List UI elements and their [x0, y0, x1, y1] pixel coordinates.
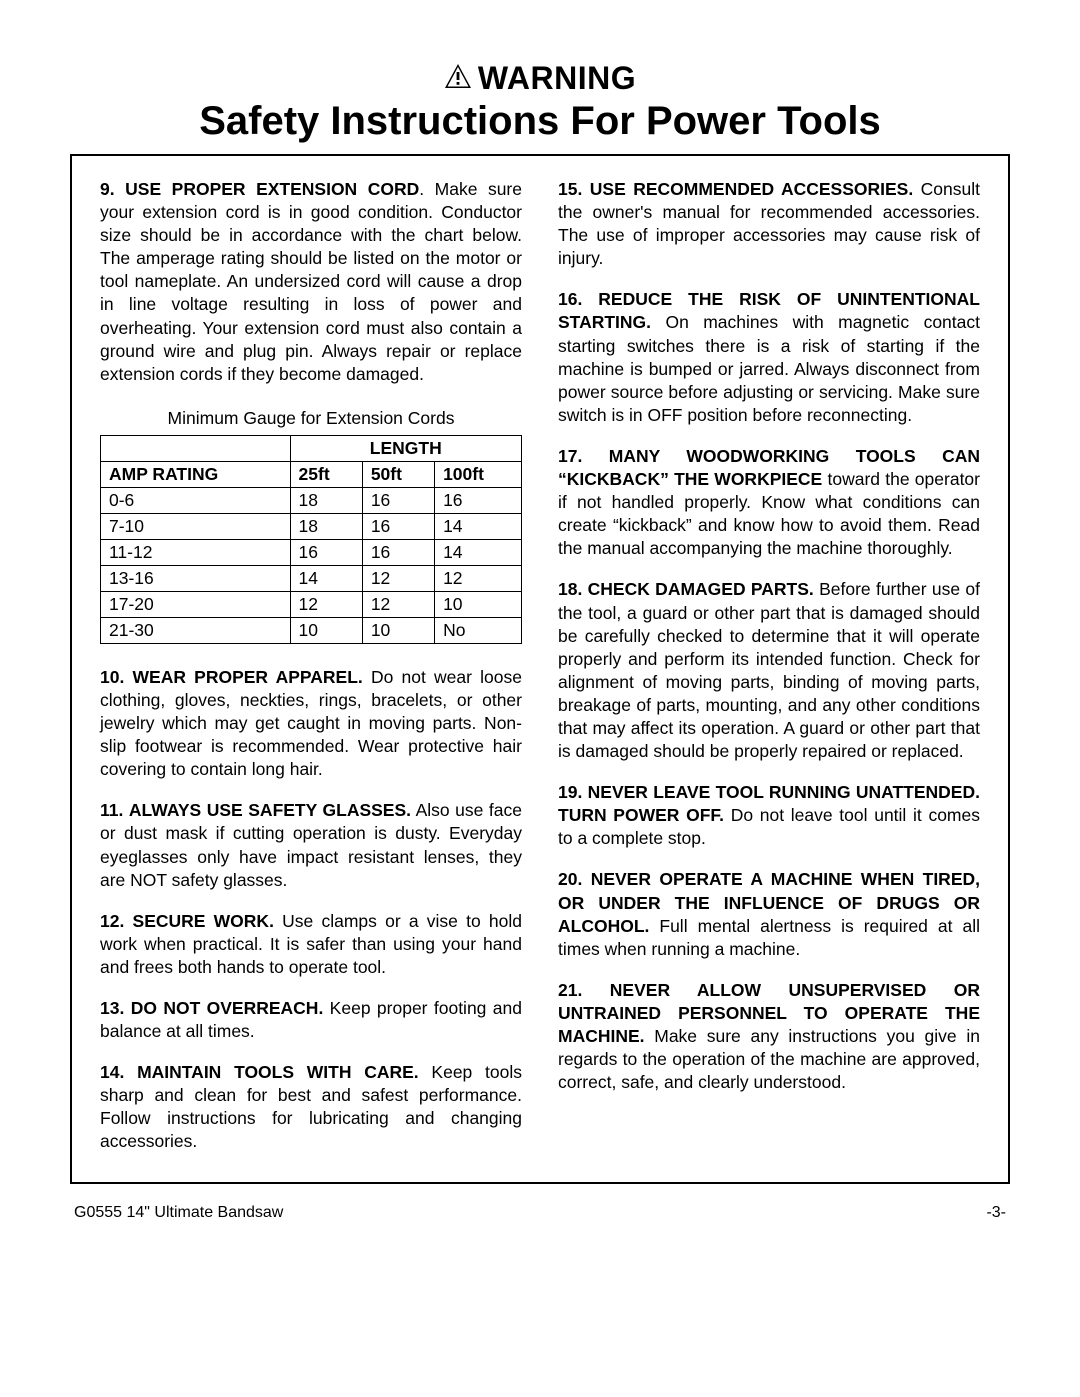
warning-icon	[444, 63, 472, 94]
table-header-length: LENGTH	[290, 435, 521, 461]
item-number: 15.	[558, 179, 582, 199]
item-heading: ALWAYS USE SAFETY GLASSES.	[129, 800, 411, 820]
item-heading: WEAR PROPER APPAREL.	[133, 667, 363, 687]
table-cell: 12	[362, 565, 434, 591]
instruction-item: 18. CHECK DAMAGED PARTS. Before further …	[558, 578, 980, 763]
table-row: 17-20121210	[101, 591, 522, 617]
table-cell: 16	[362, 539, 434, 565]
table-cell: 16	[435, 487, 522, 513]
item-number: 14.	[100, 1062, 124, 1082]
item-number: 20.	[558, 869, 582, 889]
table-header-col: 25ft	[290, 461, 362, 487]
right-column: 15. USE RECOMMENDED ACCESSORIES. Consult…	[558, 178, 980, 1154]
instruction-item: 15. USE RECOMMENDED ACCESSORIES. Consult…	[558, 178, 980, 270]
page-footer: G0555 14" Ultimate Bandsaw -3-	[70, 1204, 1010, 1222]
instruction-item: 21. NEVER ALLOW UNSUPERVISED OR UNTRAINE…	[558, 979, 980, 1094]
item-heading: DO NOT OVERREACH.	[131, 998, 324, 1018]
item-number: 12.	[100, 911, 124, 931]
table-cell: 13-16	[101, 565, 291, 591]
extension-cord-table: LENGTH AMP RATING 25ft 50ft 100ft 0-6181…	[100, 435, 522, 644]
page-title: Safety Instructions For Power Tools	[70, 99, 1010, 144]
table-cell: 12	[362, 591, 434, 617]
table-cell: 11-12	[101, 539, 291, 565]
table-header-col: 50ft	[362, 461, 434, 487]
instruction-item: 9. USE PROPER EXTENSION CORD. Make sure …	[100, 178, 522, 386]
table-cell: 7-10	[101, 513, 291, 539]
content-box: 9. USE PROPER EXTENSION CORD. Make sure …	[70, 154, 1010, 1184]
table-cell: 10	[435, 591, 522, 617]
table-cell: 16	[290, 539, 362, 565]
table-row: 11-12161614	[101, 539, 522, 565]
table-row: 7-10181614	[101, 513, 522, 539]
instruction-item: 13. DO NOT OVERREACH. Keep proper footin…	[100, 997, 522, 1043]
table-cell: 17-20	[101, 591, 291, 617]
table-cell: 16	[362, 487, 434, 513]
item-body: Before further use of the tool, a guard …	[558, 579, 980, 761]
table-cell: 18	[290, 513, 362, 539]
instruction-item: 10. WEAR PROPER APPAREL. Do not wear loo…	[100, 666, 522, 781]
table-caption: Minimum Gauge for Extension Cords	[100, 408, 522, 429]
item-heading: SECURE WORK.	[133, 911, 274, 931]
item-heading: MAINTAIN TOOLS WITH CARE.	[137, 1062, 419, 1082]
table-cell: 14	[435, 539, 522, 565]
page-header: WARNING Safety Instructions For Power To…	[70, 60, 1010, 144]
table-cell: 21-30	[101, 617, 291, 643]
item-number: 13.	[100, 998, 124, 1018]
item-number: 11.	[100, 800, 123, 820]
warning-label: WARNING	[478, 60, 636, 97]
footer-left: G0555 14" Ultimate Bandsaw	[74, 1204, 283, 1222]
item-number: 17.	[558, 446, 582, 466]
table-row: 13-16141212	[101, 565, 522, 591]
table-cell: No	[435, 617, 522, 643]
item-number: 10.	[100, 667, 124, 687]
item-number: 18.	[558, 579, 582, 599]
table-cell: 18	[290, 487, 362, 513]
left-column: 9. USE PROPER EXTENSION CORD. Make sure …	[100, 178, 522, 1154]
instruction-item: 19. NEVER LEAVE TOOL RUNNING UNATTENDED.…	[558, 781, 980, 850]
instruction-item: 20. NEVER OPERATE A MACHINE WHEN TIRED, …	[558, 868, 980, 960]
item-heading: USE RECOMMENDED ACCESSORIES.	[590, 179, 913, 199]
item-number: 9.	[100, 179, 115, 199]
item-body: . Make sure your extension cord is in go…	[100, 179, 522, 384]
table-cell: 12	[290, 591, 362, 617]
table-header-col: 100ft	[435, 461, 522, 487]
instruction-item: 11. ALWAYS USE SAFETY GLASSES. Also use …	[100, 799, 522, 891]
instruction-item: 17. MANY WOODWORKING TOOLS CAN “KICKBACK…	[558, 445, 980, 560]
item-heading: CHECK DAMAGED PARTS.	[588, 579, 814, 599]
table-cell: 14	[435, 513, 522, 539]
item-number: 16.	[558, 289, 582, 309]
instruction-item: 14. MAINTAIN TOOLS WITH CARE. Keep tools…	[100, 1061, 522, 1153]
table-cell: 12	[435, 565, 522, 591]
table-cell: 10	[362, 617, 434, 643]
table-header-amp: AMP RATING	[101, 461, 291, 487]
instruction-item: 12. SECURE WORK. Use clamps or a vise to…	[100, 910, 522, 979]
item-number: 19.	[558, 782, 582, 802]
table-row: 0-6181616	[101, 487, 522, 513]
footer-right: -3-	[986, 1204, 1006, 1222]
item-number: 21.	[558, 980, 582, 1000]
table-row: 21-301010No	[101, 617, 522, 643]
table-cell: 0-6	[101, 487, 291, 513]
table-cell: 14	[290, 565, 362, 591]
table-cell: 16	[362, 513, 434, 539]
table-cell: 10	[290, 617, 362, 643]
instruction-item: 16. REDUCE THE RISK OF UNINTENTIONAL STA…	[558, 288, 980, 427]
item-heading: USE PROPER EXTENSION CORD	[125, 179, 419, 199]
